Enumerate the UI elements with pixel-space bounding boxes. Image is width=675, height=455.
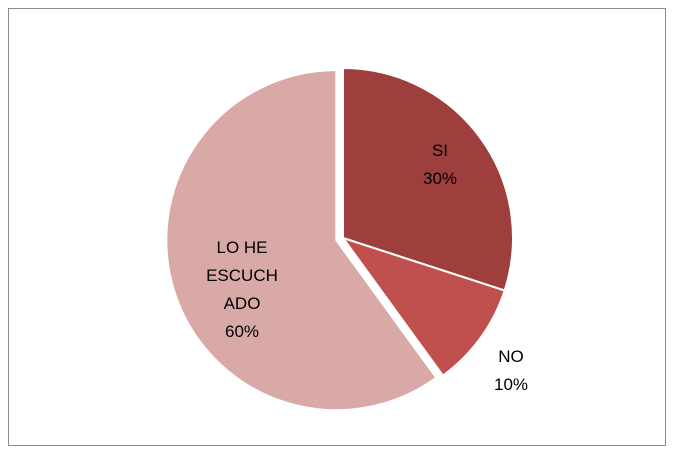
slice-label: NO 10%: [472, 343, 550, 399]
pie-slice: [342, 66, 514, 292]
slice-label: LO HE ESCUCHADO 60%: [203, 234, 281, 346]
pie-slice: [340, 236, 506, 377]
category-label: NO: [498, 347, 524, 366]
pie-slice: [165, 69, 438, 412]
chart-frame: [8, 8, 666, 446]
slice-label: SI 30%: [401, 137, 479, 193]
value-label: 30%: [422, 169, 458, 188]
value-label: 60%: [224, 322, 260, 341]
category-label: LO HE ESCUCHADO: [206, 238, 278, 313]
category-label: SI: [431, 141, 449, 160]
value-label: 10%: [493, 375, 529, 394]
